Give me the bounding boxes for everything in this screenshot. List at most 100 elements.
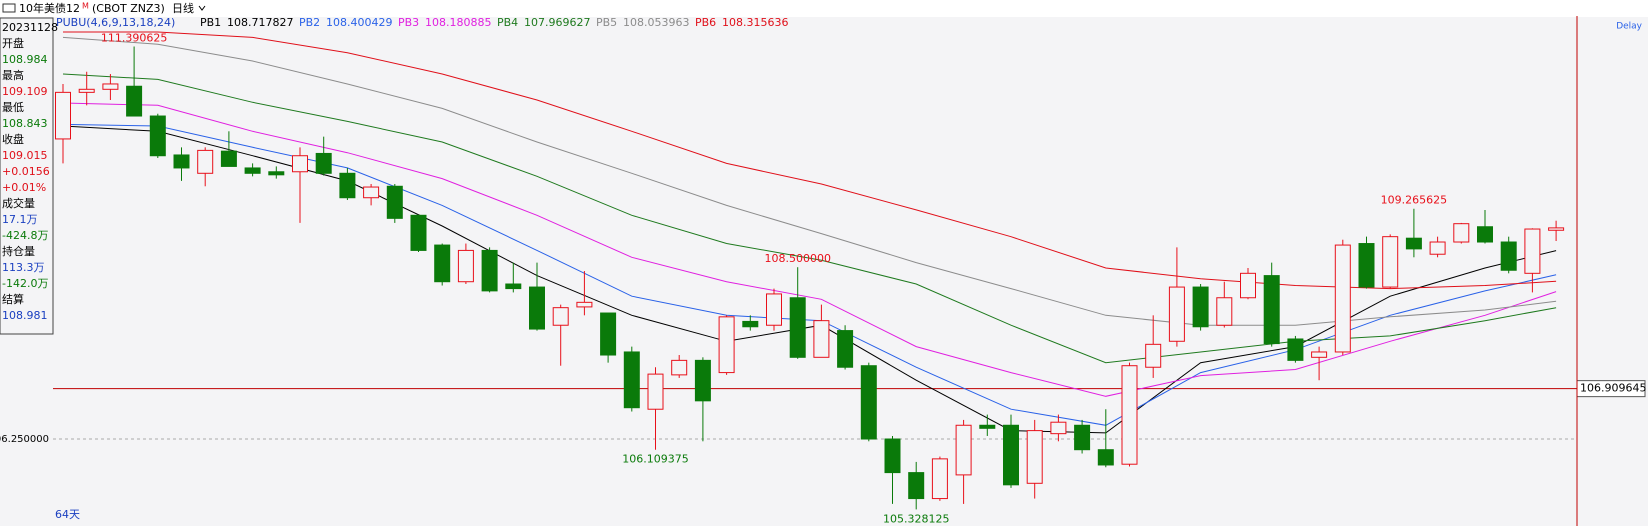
candle-body bbox=[244, 167, 261, 174]
info-item: 108.984 bbox=[2, 53, 48, 66]
ma-line bbox=[62, 102, 1557, 397]
candle-body bbox=[457, 249, 474, 283]
candle-body bbox=[789, 297, 806, 358]
candle-body bbox=[860, 365, 877, 440]
info-item: 20231128 bbox=[2, 21, 58, 34]
candle-body bbox=[694, 359, 711, 402]
candle-body bbox=[173, 154, 190, 169]
candle-body bbox=[1500, 241, 1517, 271]
legend-value: 107.969627 bbox=[524, 16, 590, 29]
candle-body bbox=[1334, 244, 1351, 353]
candle-body bbox=[386, 185, 403, 219]
info-item: 持仓量 bbox=[2, 244, 35, 258]
legend-name: PB1 bbox=[200, 16, 221, 29]
info-panel bbox=[0, 17, 54, 335]
legend-value: 108.717827 bbox=[227, 16, 293, 29]
info-item: 开盘 bbox=[2, 36, 24, 50]
price-annotation: 109.265625 bbox=[1381, 194, 1447, 207]
info-item: -424.8万 bbox=[2, 229, 48, 242]
candle-body bbox=[955, 424, 972, 476]
legend-name: PB6 bbox=[695, 16, 716, 29]
info-item: 113.3万 bbox=[2, 261, 45, 274]
candle-body bbox=[1050, 421, 1067, 435]
candle-body bbox=[434, 244, 451, 283]
candle-body bbox=[1074, 424, 1091, 451]
y-tick-label: 106.250000 bbox=[0, 434, 49, 445]
legend-name: PB2 bbox=[299, 16, 320, 29]
candle-body bbox=[1026, 430, 1043, 484]
candle-body bbox=[1548, 227, 1565, 231]
candle-body bbox=[813, 320, 830, 358]
candle-body bbox=[1216, 297, 1233, 326]
legend-name: PB4 bbox=[497, 16, 518, 29]
candle-body bbox=[837, 330, 854, 368]
candle-body bbox=[884, 438, 901, 474]
candle-body bbox=[552, 307, 569, 326]
candle-body bbox=[1477, 226, 1493, 243]
period[interactable]: 日线 bbox=[172, 1, 194, 15]
candle-body bbox=[505, 283, 522, 290]
candle-body bbox=[742, 320, 759, 328]
ma-line bbox=[62, 36, 1557, 326]
candle-body bbox=[149, 115, 166, 157]
legend-value: 108.400429 bbox=[326, 16, 392, 29]
price-annotation: 111.390625 bbox=[101, 31, 167, 44]
ma-line bbox=[63, 31, 1557, 290]
header-bar bbox=[0, 0, 1648, 17]
legend-value: 108.180885 bbox=[425, 16, 491, 29]
info-item: 108.843 bbox=[2, 117, 48, 130]
legend-name: PB3 bbox=[398, 16, 419, 29]
candle-body bbox=[1287, 338, 1304, 361]
candle-body bbox=[1240, 272, 1256, 299]
candle-body bbox=[55, 91, 71, 140]
price-label: 106.909645 bbox=[1580, 382, 1646, 395]
info-item: 结算 bbox=[2, 292, 24, 306]
candle-body bbox=[623, 351, 640, 409]
info-item: 收盘 bbox=[2, 132, 24, 146]
candle-body bbox=[718, 316, 735, 374]
candle-body bbox=[363, 186, 380, 199]
period-chevron[interactable] bbox=[198, 5, 206, 11]
price-annotation: 106.109375 bbox=[622, 453, 688, 466]
candle-body bbox=[220, 150, 237, 167]
candle-body bbox=[1145, 343, 1162, 368]
count-label: 64天 bbox=[55, 508, 80, 521]
info-item: -142.0万 bbox=[2, 277, 48, 290]
info-item: 108.981 bbox=[2, 309, 48, 322]
legend-name: PB5 bbox=[596, 16, 617, 29]
candle-body bbox=[197, 149, 214, 174]
delay-label: Delay bbox=[1616, 22, 1642, 32]
info-item: 最低 bbox=[2, 101, 24, 114]
info-item: 109.109 bbox=[2, 85, 48, 98]
candle-body bbox=[481, 249, 498, 292]
info-item: 成交量 bbox=[2, 196, 35, 210]
candle-body bbox=[315, 152, 332, 174]
candle-body bbox=[766, 293, 782, 326]
candle-body bbox=[268, 171, 285, 176]
candle-body bbox=[1192, 286, 1209, 328]
info-item: +0.0156 bbox=[2, 165, 50, 178]
candle-body bbox=[908, 472, 925, 500]
symbol[interactable]: (CBOT ZNZ3) bbox=[92, 2, 165, 15]
candle-body bbox=[1524, 228, 1541, 274]
candle-body bbox=[1453, 223, 1470, 243]
title-sup: M bbox=[82, 2, 89, 11]
plot: 106.250000 106.909645 111.390625 108.500000… bbox=[0, 16, 1646, 526]
price-annotation: 105.328125 bbox=[883, 512, 949, 525]
legend-title: PUBU(4,6,9,13,18,24) bbox=[56, 16, 175, 29]
candle-body bbox=[1121, 365, 1138, 465]
candle-body bbox=[1311, 351, 1328, 358]
info-item: 最高 bbox=[2, 68, 24, 82]
candle-body bbox=[1097, 449, 1114, 466]
candle-body bbox=[600, 312, 617, 356]
candle-body bbox=[102, 83, 119, 90]
candle-body bbox=[292, 155, 308, 173]
candle-body bbox=[576, 301, 593, 308]
info-panel-items: 20231128 开盘 108.984 最高 109.109 最低 108.843 收盘 109… bbox=[2, 21, 58, 322]
ma-line bbox=[62, 123, 1557, 426]
candle-body bbox=[1263, 275, 1280, 345]
info-item: 17.1万 bbox=[2, 213, 38, 226]
price-annotation: 108.500000 bbox=[764, 252, 830, 265]
